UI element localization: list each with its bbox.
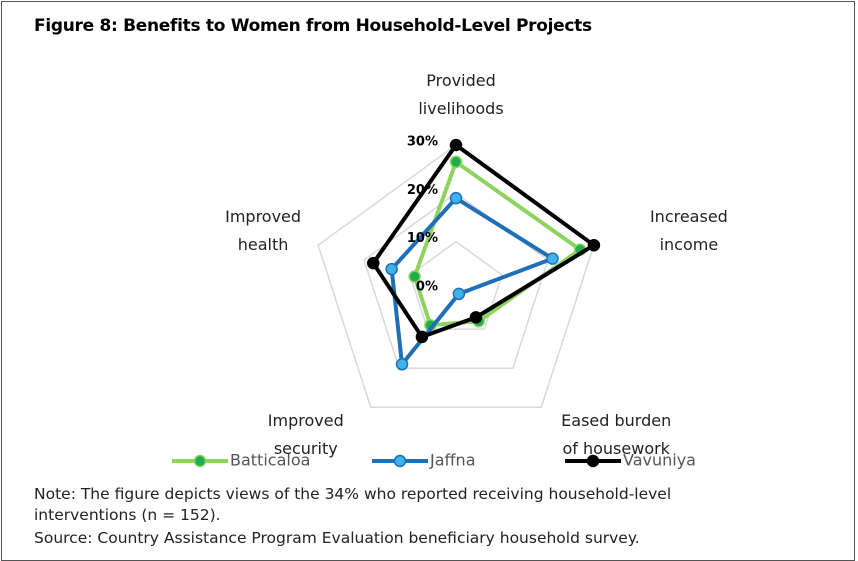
- marker: [395, 358, 409, 371]
- series-line: [371, 143, 596, 339]
- marker: [587, 238, 601, 252]
- legend-label: Batticaloa: [230, 451, 310, 470]
- marker: [546, 252, 559, 265]
- series-line: [412, 159, 583, 328]
- note: Note: The figure depicts views of the 34…: [34, 485, 672, 524]
- r-tick-label: 20%: [407, 183, 438, 198]
- chart-title: Figure 8: Benefits to Women from Househo…: [34, 16, 592, 36]
- r-tick-label: 0%: [416, 280, 438, 295]
- series-line: [389, 196, 555, 367]
- category-label: Improved health: [225, 207, 302, 255]
- r-tick-label: 10%: [407, 231, 438, 246]
- marker: [449, 155, 463, 169]
- marker: [449, 191, 463, 205]
- marker: [367, 256, 380, 270]
- category-label: Eased burden of housework: [561, 411, 672, 459]
- source: Source: Country Assistance Program Evalu…: [34, 529, 640, 547]
- marker: [385, 262, 398, 276]
- marker: [452, 287, 466, 301]
- grid-line: [363, 192, 549, 369]
- r-tick-label: 30%: [407, 135, 438, 150]
- category-label: Improved security: [267, 411, 344, 459]
- marker: [469, 311, 483, 324]
- marker: [449, 138, 463, 152]
- legend-marker: [393, 454, 407, 468]
- legend-label: Jaffna: [429, 451, 476, 470]
- category-label: Provided livelihoods: [418, 71, 504, 118]
- legend-marker: [586, 454, 600, 468]
- marker: [415, 330, 429, 344]
- legend-label: Vavuniya: [623, 451, 696, 470]
- marker: [408, 270, 421, 283]
- category-label: Increased income: [649, 207, 728, 255]
- legend-marker: [193, 454, 207, 468]
